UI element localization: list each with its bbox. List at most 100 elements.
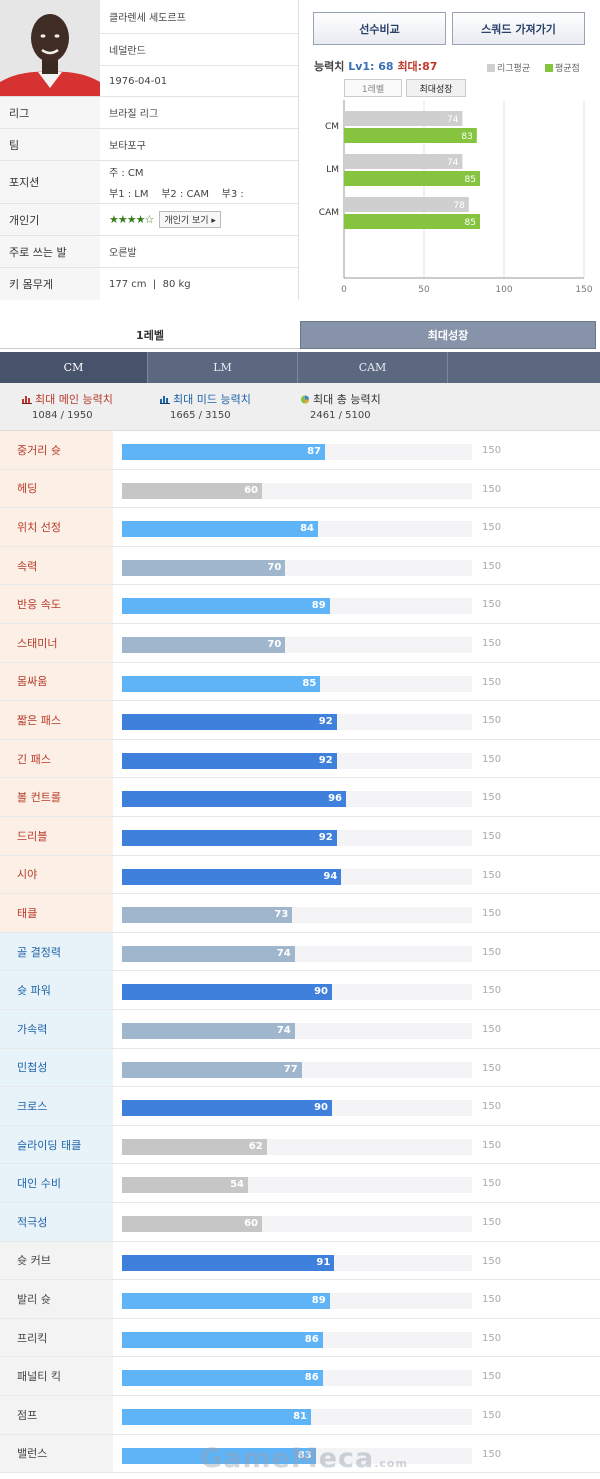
league-avg-value: 78 xyxy=(453,201,465,211)
bar-chart-icon xyxy=(22,395,32,404)
stat-name: 볼 컨트롤 xyxy=(0,778,113,816)
compare-button[interactable]: 선수비교 xyxy=(313,12,446,45)
team-value: 보타포구 xyxy=(109,141,146,152)
stat-track: 89 xyxy=(122,598,472,615)
stat-value: 94 xyxy=(323,870,338,882)
info-row-league: 리그 브라질 리그 xyxy=(0,97,298,129)
stat-row: 긴 패스 92 150 xyxy=(0,739,600,779)
stat-max: 150 xyxy=(482,1371,502,1383)
stat-bar: 54 xyxy=(122,1177,248,1194)
stat-value: 74 xyxy=(276,1025,291,1036)
stat-max: 150 xyxy=(482,1101,502,1113)
stat-bar: 87 xyxy=(122,444,325,460)
stat-max: 150 xyxy=(482,599,502,611)
stat-name: 위치 선정 xyxy=(0,508,113,546)
stat-bar: 92 xyxy=(122,714,337,731)
player-name: 클라렌세 세도르프 xyxy=(100,0,298,34)
stat-value: 84 xyxy=(300,523,314,535)
stat-name: 민첩성 xyxy=(0,1048,113,1087)
stat-track: 90 xyxy=(122,984,472,1001)
squad-button[interactable]: 스쿼드 가져가기 xyxy=(452,12,585,45)
stat-track: 86 xyxy=(122,1331,472,1348)
foot-label: 주로 쓰는 발 xyxy=(0,236,100,267)
stat-row: 민첩성 77 150 xyxy=(0,1048,600,1088)
stat-bar: 83 xyxy=(122,1447,316,1464)
stat-row: 슛 커브 91 150 xyxy=(0,1241,600,1281)
stat-max: 150 xyxy=(482,1448,502,1460)
stat-row: 짧은 패스 92 150 xyxy=(0,701,600,740)
stat-name: 슬라이딩 태클 xyxy=(0,1125,113,1164)
summary-mid: 최대 미드 능력치 1665 / 3150 xyxy=(160,391,251,421)
stat-name: 슛 파워 xyxy=(0,971,113,1009)
stat-name: 스태미너 xyxy=(0,624,113,662)
player-info-panel: 클라렌세 세도르프 네덜란드 1976-04-01 리그 브라질 리그 팀 보타… xyxy=(0,0,600,300)
stat-row: 스태미너 70 150 xyxy=(0,624,600,663)
stat-bar: 70 xyxy=(122,637,286,653)
stat-name: 적극성 xyxy=(0,1203,113,1241)
player-avg-value: 83 xyxy=(461,132,472,142)
summary-mid-label: 최대 미드 능력치 xyxy=(173,393,251,406)
category-label: CM xyxy=(325,122,339,132)
stat-name: 발리 슛 xyxy=(0,1280,113,1318)
stat-row: 위치 선정 84 150 xyxy=(0,508,600,547)
stat-track: 70 xyxy=(122,637,472,653)
player-birth: 1976-04-01 xyxy=(100,66,298,97)
league-value: 브라질 리그 xyxy=(109,109,159,120)
stat-max: 150 xyxy=(482,792,502,804)
stat-track: 84 xyxy=(122,521,472,538)
stat-name: 긴 패스 xyxy=(0,739,113,778)
stat-max: 150 xyxy=(482,753,502,765)
summary-total-label: 최대 총 능력치 xyxy=(313,393,381,406)
stat-name: 짧은 패스 xyxy=(0,701,113,739)
x-tick-label: 0 xyxy=(341,285,347,295)
tab-max-growth[interactable]: 최대성장 xyxy=(300,321,596,349)
skill-view-button[interactable]: 개인기 보기 ▸ xyxy=(159,211,221,228)
stat-max: 150 xyxy=(482,522,502,534)
stat-row: 드리블 92 150 xyxy=(0,817,600,856)
stat-max: 150 xyxy=(482,985,502,997)
legend-league: 리그평균 xyxy=(487,61,530,74)
stat-bar: 60 xyxy=(122,482,262,499)
stat-track: 87 xyxy=(122,444,472,460)
stat-track: 70 xyxy=(122,559,472,576)
tab-lm[interactable]: LM xyxy=(148,352,298,383)
stat-value: 89 xyxy=(311,1295,326,1307)
stat-max: 150 xyxy=(482,946,502,958)
stat-name: 중거리 슛 xyxy=(0,431,113,469)
skill-label: 개인기 xyxy=(0,204,100,235)
stat-name: 헤딩 xyxy=(0,469,113,508)
stat-max: 150 xyxy=(482,445,502,456)
skill-stars: ★★★★☆ xyxy=(109,213,154,226)
stat-bar: 91 xyxy=(122,1254,335,1271)
summary-main-label: 최대 메인 능력치 xyxy=(35,393,113,406)
stat-track: 85 xyxy=(122,675,472,692)
info-row-position: 포지션 주 : CM 부1 : LM 부2 : CAM 부3 : xyxy=(0,161,298,204)
stat-track: 89 xyxy=(122,1293,472,1310)
stat-track: 91 xyxy=(122,1254,472,1271)
league-avg-value: 74 xyxy=(447,115,459,125)
stat-track: 96 xyxy=(122,791,472,808)
tab-cam[interactable]: CAM xyxy=(298,352,448,383)
league-avg-bar xyxy=(344,197,469,212)
tab-level1[interactable]: 1레벨 xyxy=(0,321,300,349)
stat-max: 150 xyxy=(482,676,502,688)
stat-name: 몸싸움 xyxy=(0,662,113,701)
info-row-foot: 주로 쓰는 발 오른발 xyxy=(0,236,298,268)
stat-value: 54 xyxy=(230,1179,244,1191)
position-label: 포지션 xyxy=(0,161,100,203)
stat-bar: 84 xyxy=(122,521,318,538)
league-avg-bar xyxy=(344,154,463,169)
stat-name: 패널티 킥 xyxy=(0,1357,113,1395)
toggle-lv1[interactable]: 1레벨 xyxy=(344,79,402,97)
stat-track: 83 xyxy=(122,1447,472,1464)
summary-total-value: 2461 / 5100 xyxy=(310,410,371,421)
toggle-max[interactable]: 최대성장 xyxy=(406,79,466,97)
stat-bar: 86 xyxy=(122,1370,323,1387)
stat-bar: 74 xyxy=(122,1023,295,1039)
stat-row: 프리킥 86 150 xyxy=(0,1318,600,1358)
tab-cm[interactable]: CM xyxy=(0,352,148,383)
info-row-team: 팀 보타포구 xyxy=(0,129,298,161)
stat-max: 150 xyxy=(482,1139,502,1151)
stat-value: 60 xyxy=(244,484,258,496)
